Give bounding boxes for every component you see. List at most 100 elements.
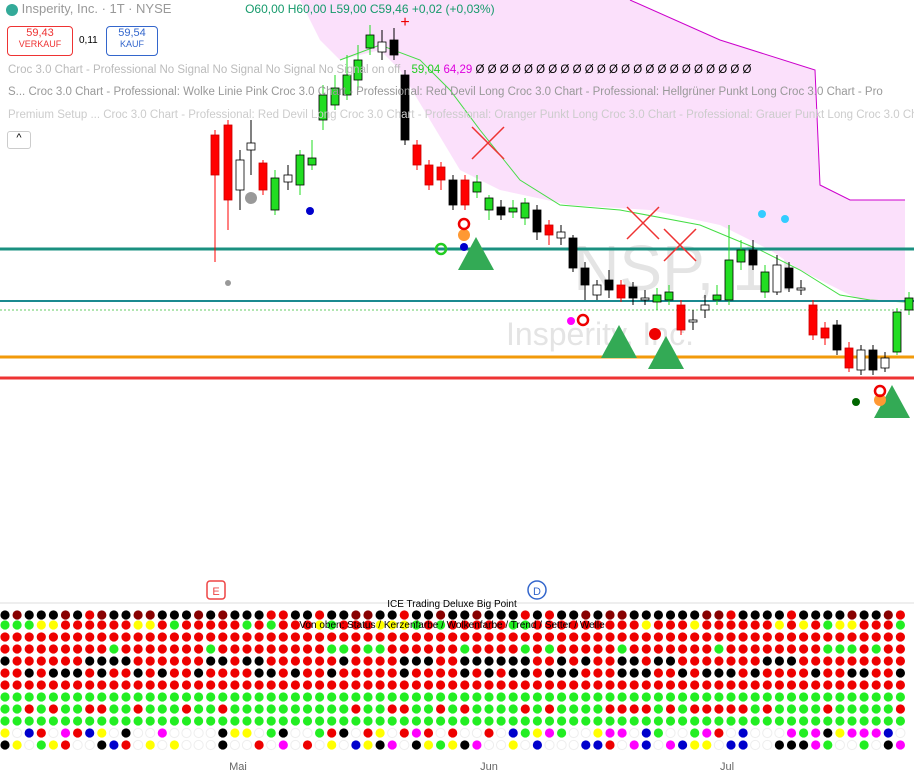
status-dot	[799, 668, 809, 678]
status-dot	[97, 610, 107, 620]
status-dot	[641, 692, 651, 702]
status-dot	[169, 692, 179, 702]
status-dot	[665, 740, 676, 750]
status-dot	[73, 656, 83, 666]
indicator-line: S... Croc 3.0 Chart - Professional: Wolk…	[8, 86, 883, 98]
status-dot	[581, 620, 591, 630]
status-dot	[762, 620, 772, 630]
status-dot	[339, 644, 349, 654]
status-dot	[605, 620, 615, 630]
status-dot	[181, 704, 192, 714]
status-dot	[230, 704, 240, 714]
status-dot	[641, 620, 651, 630]
triangle-signal	[874, 385, 910, 418]
logo	[6, 3, 18, 16]
status-dot	[678, 656, 688, 666]
status-dot	[157, 610, 167, 620]
collapse-button[interactable]: ^	[7, 131, 31, 149]
status-dot	[218, 680, 228, 690]
status-dot	[532, 728, 543, 738]
status-dot	[448, 680, 458, 690]
status-dot	[581, 680, 591, 690]
status-dot	[218, 644, 228, 654]
status-dot	[823, 680, 833, 690]
status-dot	[60, 728, 71, 738]
status-dot	[60, 740, 71, 750]
status-dot	[85, 692, 95, 702]
status-dot	[109, 680, 119, 690]
status-dot	[363, 644, 373, 654]
status-dot	[351, 610, 361, 620]
buy-button[interactable]: 59,54 KAUF	[106, 26, 158, 56]
status-dot	[242, 632, 252, 642]
status-dot	[169, 610, 179, 620]
status-dot	[290, 739, 301, 751]
status-dot	[339, 610, 349, 620]
status-dot	[496, 716, 506, 726]
status-dot	[690, 610, 700, 620]
status-dot	[218, 728, 228, 738]
status-dot	[653, 644, 664, 654]
status-dot	[278, 610, 288, 620]
candle-body	[210, 134, 220, 176]
status-dot	[133, 620, 143, 630]
status-dot	[460, 704, 470, 714]
status-dot	[48, 620, 59, 630]
status-dot	[423, 656, 434, 666]
status-dot	[60, 620, 71, 630]
status-dot	[690, 680, 700, 690]
status-dot	[436, 656, 446, 666]
dot-signal	[649, 328, 661, 340]
status-dot	[665, 668, 676, 678]
status-dot	[593, 680, 603, 690]
status-dot	[557, 704, 567, 714]
status-dot	[835, 680, 845, 690]
status-dot	[0, 692, 10, 702]
candle-body	[377, 41, 387, 53]
status-dot	[218, 620, 228, 630]
status-dot	[157, 739, 168, 751]
status-dot	[750, 668, 760, 678]
status-dot	[157, 656, 167, 666]
status-dot	[520, 728, 530, 738]
status-dot	[85, 632, 95, 642]
status-dot	[436, 644, 446, 654]
status-dot	[121, 728, 131, 738]
candle-body	[844, 347, 854, 369]
status-dot	[12, 632, 22, 642]
status-dot	[351, 632, 361, 642]
status-dot	[218, 632, 228, 642]
status-dot	[375, 632, 385, 642]
status-dot	[436, 680, 446, 690]
status-dot	[895, 656, 906, 666]
status-dot	[460, 656, 470, 666]
status-dot	[665, 727, 676, 739]
status-dot	[532, 716, 543, 726]
candle-body	[796, 287, 806, 291]
status-dot	[411, 620, 421, 630]
status-dot	[411, 644, 421, 654]
dot-signal	[306, 207, 314, 215]
status-dot	[242, 716, 252, 726]
status-dot	[750, 727, 761, 739]
status-dot	[593, 716, 603, 726]
status-dot	[580, 727, 591, 739]
sell-button[interactable]: 59,43 VERKAUF	[7, 26, 73, 56]
status-dot	[569, 692, 579, 702]
status-dot	[206, 632, 216, 642]
status-dot	[859, 644, 869, 654]
status-dot	[339, 632, 349, 642]
status-dot	[823, 620, 833, 630]
status-dot	[883, 644, 893, 654]
status-dot	[496, 610, 506, 620]
status-dot	[799, 692, 809, 702]
status-dot	[665, 680, 676, 690]
status-dot	[206, 620, 216, 630]
status-dot	[484, 668, 494, 678]
status-dot	[520, 656, 530, 666]
ring-signal	[457, 217, 471, 231]
status-dot	[738, 632, 748, 642]
status-dot	[569, 704, 579, 714]
status-dot	[665, 656, 676, 666]
status-dot	[678, 692, 688, 702]
